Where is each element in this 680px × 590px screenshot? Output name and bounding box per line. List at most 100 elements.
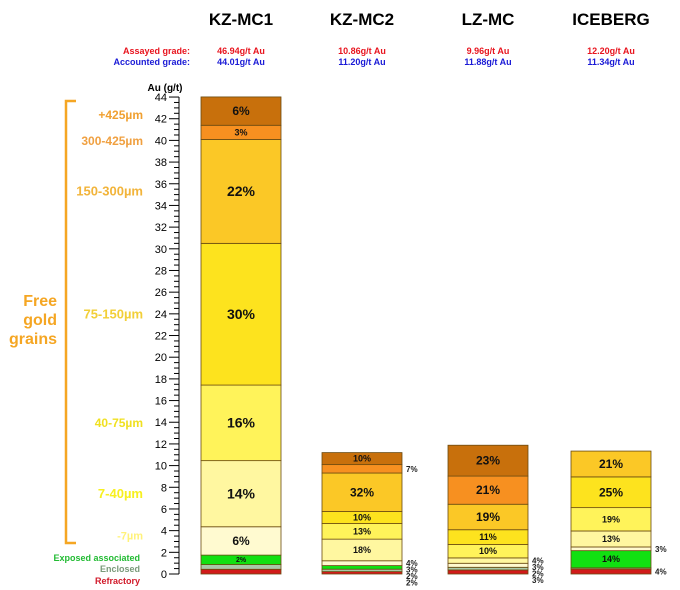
- segment-label: 19%: [602, 514, 620, 524]
- grade-rows: Assayed grade: Accounted grade: 46.94g/t…: [113, 46, 634, 67]
- bar-segment-7_40: [200, 460, 282, 528]
- accounted-grade-value: 11.88g/t Au: [464, 57, 511, 67]
- bar-segment-p425: [321, 452, 403, 466]
- bar-segment-75_150: [200, 242, 282, 386]
- y-tick-label: 34: [155, 200, 167, 212]
- y-tick-label: 26: [155, 287, 167, 299]
- segment-label: 14%: [227, 485, 256, 501]
- accounted-grade-value: 44.01g/t Au: [217, 57, 265, 67]
- group-label-line: grains: [9, 331, 57, 348]
- y-tick-label: 28: [155, 265, 167, 277]
- segment-label: 23%: [476, 454, 500, 468]
- segment-side-label: 3%: [532, 576, 544, 585]
- bar-segment-exposed: [447, 562, 529, 568]
- segment-label: 2%: [236, 557, 247, 564]
- segment-side-label: 7%: [406, 465, 418, 474]
- bar-segment-150_300: [200, 139, 282, 244]
- legend-label-refractory: Refractory: [95, 576, 140, 586]
- y-tick-label: 12: [155, 439, 167, 451]
- segment-label: 6%: [232, 534, 250, 548]
- segment-label: 10%: [353, 454, 371, 464]
- bar-segment-75_150: [447, 503, 529, 531]
- y-tick-label: 44: [155, 92, 167, 104]
- series-title: KZ-MC2: [330, 10, 394, 29]
- segment-label: 6%: [232, 104, 250, 118]
- y-tick-label: 4: [161, 526, 167, 538]
- y-tick-label: 20: [155, 352, 167, 364]
- y-axis-title: Au (g/t): [148, 83, 183, 94]
- segment-label: 19%: [476, 510, 500, 524]
- group-label-line: Free: [23, 293, 57, 310]
- assayed-grade-label: Assayed grade:: [123, 46, 190, 56]
- bar-segment-m7: [570, 546, 652, 552]
- y-tick-label: 24: [155, 309, 167, 321]
- bar-segment-m7: [200, 526, 282, 556]
- segment-side-label: 3%: [532, 563, 544, 572]
- legend-label-40_75: 40-75µm: [95, 416, 143, 430]
- segment-label: 10%: [353, 513, 371, 523]
- bar-segment-refractory: [570, 568, 652, 575]
- y-tick-label: 14: [155, 417, 167, 429]
- segment-side-label: 4%: [655, 568, 667, 577]
- y-tick-label: 38: [155, 157, 167, 169]
- bar-segment-enclosed: [200, 564, 282, 570]
- y-tick-label: 22: [155, 331, 167, 343]
- y-tick-label: 18: [155, 374, 167, 386]
- series-title: KZ-MC1: [209, 10, 273, 29]
- series-title: ICEBERG: [572, 10, 649, 29]
- legend-label-75_150: 75-150µm: [83, 307, 143, 322]
- y-tick-label: 16: [155, 396, 167, 408]
- bar-segment-p425: [447, 444, 529, 477]
- segment-label: 21%: [476, 483, 500, 497]
- bar-segment-40_75: [200, 384, 282, 462]
- legend-label-enclosed: Enclosed: [100, 564, 140, 574]
- y-tick-label: 0: [161, 569, 167, 581]
- bars: 2%6%14%16%30%22%3%6%18%13%10%32%10%7%4%3…: [200, 96, 667, 588]
- y-tick-label: 2: [161, 547, 167, 559]
- free-gold-bracket: Free gold grains: [9, 99, 76, 545]
- segment-label: 21%: [599, 457, 623, 471]
- segment-side-label: 2%: [532, 570, 544, 579]
- accounted-grade-value: 11.20g/t Au: [338, 57, 385, 67]
- segment-label: 18%: [353, 545, 371, 555]
- segment-label: 10%: [479, 546, 497, 556]
- legend-label-exposed: Exposed associated: [53, 553, 140, 563]
- segment-label: 25%: [599, 485, 623, 499]
- series-title: LZ-MC: [462, 10, 515, 29]
- bar-segment-m7: [447, 557, 529, 564]
- bar-segment-150_300: [570, 450, 652, 478]
- segment-side-label: 4%: [406, 559, 418, 568]
- segment-label: 22%: [227, 183, 256, 199]
- bar-segment-refractory: [200, 568, 282, 575]
- y-tick-label: 8: [161, 482, 167, 494]
- segment-side-label: 3%: [406, 566, 418, 575]
- y-tick-label: 6: [161, 504, 167, 516]
- y-tick-label: 10: [155, 461, 167, 473]
- bar-segment-enclosed: [447, 566, 529, 571]
- accounted-grade-value: 11.34g/t Au: [587, 57, 634, 67]
- segment-side-label: 3%: [655, 545, 667, 554]
- segment-label: 30%: [227, 306, 256, 322]
- bracket-line: [64, 99, 76, 545]
- series-titles: KZ-MC1 KZ-MC2 LZ-MC ICEBERG: [209, 10, 650, 29]
- group-label-line: gold: [23, 312, 57, 329]
- segment-side-label: 2%: [406, 579, 418, 588]
- bar-segment-exposed: [321, 565, 403, 570]
- assayed-grade-value: 12.20g/t Au: [587, 46, 635, 56]
- segment-side-label: 4%: [532, 557, 544, 566]
- bar-segment-150_300: [321, 472, 403, 512]
- assayed-grade-value: 10.86g/t Au: [338, 46, 386, 56]
- segment-label: 3%: [234, 127, 247, 137]
- bar-lz-mc: 10%11%19%21%23%4%3%2%3%: [447, 444, 544, 585]
- segment-label: 13%: [353, 526, 371, 536]
- segment-label: 16%: [227, 415, 256, 431]
- bar-segment-75_150: [570, 476, 652, 509]
- bar-iceberg: 14% 13% 19% 25% 21% 3% 4%: [570, 450, 667, 577]
- bar-segment-300_425: [321, 464, 403, 474]
- y-axis: Au (g/t) 0246810121416182022242628303234…: [148, 83, 183, 581]
- y-tick-label: 40: [155, 135, 167, 147]
- accounted-grade-label: Accounted grade:: [113, 57, 190, 67]
- legend-label-7_40: 7-40µm: [98, 486, 143, 501]
- bar-segment-p425: [200, 96, 282, 126]
